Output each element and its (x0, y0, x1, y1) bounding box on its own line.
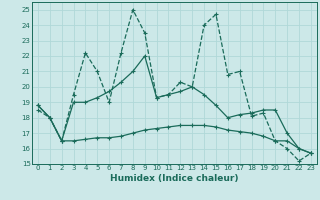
X-axis label: Humidex (Indice chaleur): Humidex (Indice chaleur) (110, 174, 239, 183)
